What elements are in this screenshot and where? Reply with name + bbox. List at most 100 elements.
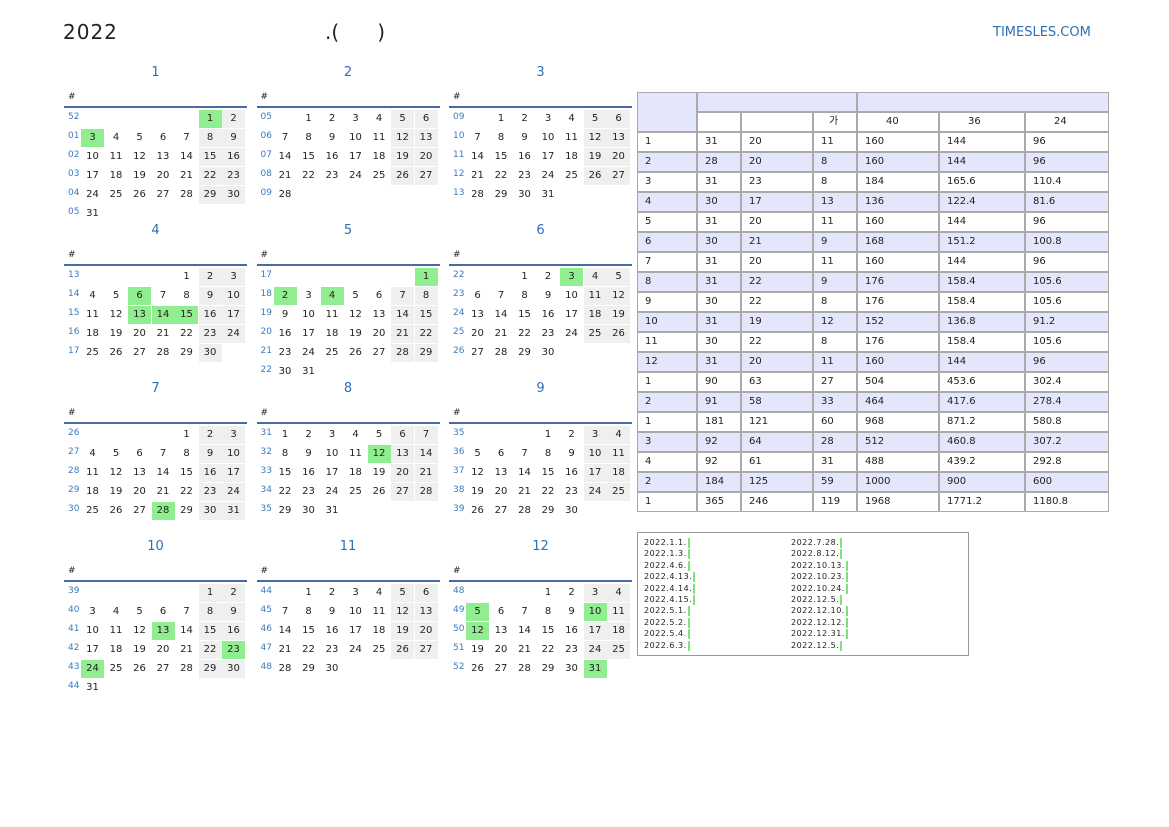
day: 9: [568, 448, 575, 459]
day: 1: [544, 587, 552, 598]
day: 3: [222, 268, 245, 286]
week-number: 07: [260, 150, 272, 160]
table-cell: 30: [697, 292, 741, 312]
day: 7: [159, 448, 167, 459]
day: 27: [372, 347, 386, 358]
day: 10: [565, 290, 578, 301]
table-cell: 176: [857, 272, 939, 292]
table-cell: 100.8: [1025, 232, 1109, 252]
day: 7: [414, 426, 438, 444]
table-cell: 31: [697, 312, 741, 332]
day: 30: [325, 663, 339, 674]
day: 4: [375, 113, 383, 124]
day: 12: [466, 622, 489, 640]
day: 3: [305, 290, 312, 301]
day: 12: [349, 309, 362, 320]
table-cell: 20: [741, 352, 813, 372]
table-cell: 165.6: [939, 172, 1025, 192]
day: 14: [156, 467, 170, 478]
table-cell: 122.4: [939, 192, 1025, 212]
title: 2022: [63, 20, 118, 44]
day: 22: [414, 325, 438, 343]
table-cell: 176: [857, 292, 939, 312]
day: 2: [568, 429, 575, 440]
table-cell: 20: [741, 212, 813, 232]
table-cell: 365: [697, 492, 741, 512]
day: 31: [302, 366, 315, 377]
day: 2: [328, 113, 336, 124]
day: 23: [278, 347, 292, 358]
day: 8: [521, 290, 528, 301]
week-header: #: [260, 566, 269, 576]
day: 6: [414, 584, 438, 602]
day: 4: [568, 113, 575, 124]
day: 24: [349, 644, 362, 655]
day: 3: [81, 129, 104, 147]
day: 14: [518, 625, 531, 636]
day: 16: [222, 622, 245, 640]
day: 28: [151, 502, 175, 520]
day: 24: [541, 170, 555, 181]
holiday: 2022.5.2.: [644, 617, 690, 628]
day: 13: [133, 467, 146, 478]
week-number: 13: [453, 188, 465, 198]
table-cell: 900: [939, 472, 1025, 492]
day: 19: [391, 148, 414, 166]
table-cell: 181: [697, 412, 741, 432]
day: 13: [414, 129, 438, 147]
month-title: 2: [343, 65, 353, 80]
day: 18: [86, 486, 99, 497]
week-number: 52: [453, 662, 465, 672]
day: 9: [544, 290, 552, 301]
day: 13: [607, 129, 630, 147]
month-rule: [256, 580, 440, 582]
month-rule: [256, 422, 440, 424]
week-number: 36: [453, 447, 465, 457]
day: 20: [372, 328, 386, 339]
day: 6: [414, 110, 438, 128]
day: 14: [151, 306, 175, 324]
day: 14: [278, 151, 292, 162]
day: 9: [222, 129, 245, 147]
table-cell: 31: [697, 132, 741, 152]
day: 17: [302, 328, 315, 339]
day: 16: [222, 148, 245, 166]
week-number: 22: [260, 365, 272, 375]
day: 1: [414, 268, 438, 286]
table-cell: 92: [697, 452, 741, 472]
day: 1: [497, 113, 505, 124]
holiday: 2022.12.10.: [791, 606, 848, 617]
week-number: 25: [453, 327, 465, 337]
day: 28: [391, 344, 414, 362]
day: 10: [349, 132, 362, 143]
day: 24: [86, 189, 99, 200]
table-cell: 871.2: [939, 412, 1025, 432]
day: 26: [372, 486, 386, 497]
day: 29: [541, 663, 555, 674]
day: 19: [583, 148, 607, 166]
day: 11: [325, 309, 339, 320]
day: 18: [583, 306, 607, 324]
day: 5: [466, 603, 489, 621]
day: 30: [198, 344, 222, 362]
table-cell: 19: [741, 312, 813, 332]
table-cell: 58: [741, 392, 813, 412]
day: 21: [180, 170, 193, 181]
day: 12: [583, 129, 607, 147]
day: 24: [349, 170, 362, 181]
day: 10: [222, 445, 245, 463]
week-number: 22: [453, 270, 465, 280]
day: 18: [565, 151, 578, 162]
holiday: 2022.4.15.: [644, 595, 696, 605]
table-head-cell: [741, 112, 813, 132]
day: 10: [302, 309, 315, 320]
site-link[interactable]: TIMESLES.COM: [993, 25, 1091, 40]
week-number: 38: [453, 485, 465, 495]
day: 27: [156, 663, 170, 674]
table-cell: 9: [637, 292, 697, 312]
day: 14: [494, 309, 508, 320]
day: 28: [180, 663, 193, 674]
day: 4: [89, 290, 96, 301]
week-number: 48: [453, 586, 465, 596]
day: 27: [391, 483, 414, 501]
